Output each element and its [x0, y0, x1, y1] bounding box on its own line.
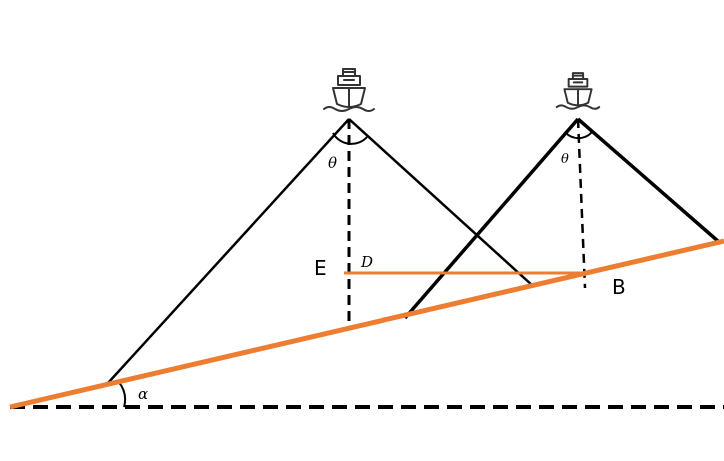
ship-icon: [555, 72, 601, 110]
left-swath-starboard-beam: [348, 118, 534, 287]
right-theta-label: θ: [561, 152, 569, 167]
point-e-label: E: [314, 256, 327, 280]
left-theta-arc: [332, 132, 368, 145]
right-swath-port-beam: [403, 117, 580, 320]
right-theta-arc: [564, 131, 593, 140]
ship-icon: [323, 68, 375, 112]
right-swath-starboard-beam: [576, 117, 721, 244]
right-nadir-dashed-line: [576, 118, 587, 289]
alpha-arc: [117, 380, 127, 408]
left-swath-port-beam: [107, 118, 350, 384]
alpha-label: α: [138, 385, 148, 403]
point-d-label: D: [360, 253, 373, 271]
left-theta-label: θ: [328, 154, 337, 172]
seabed-slope-line: [9, 238, 724, 410]
point-b-label: B: [612, 275, 626, 299]
